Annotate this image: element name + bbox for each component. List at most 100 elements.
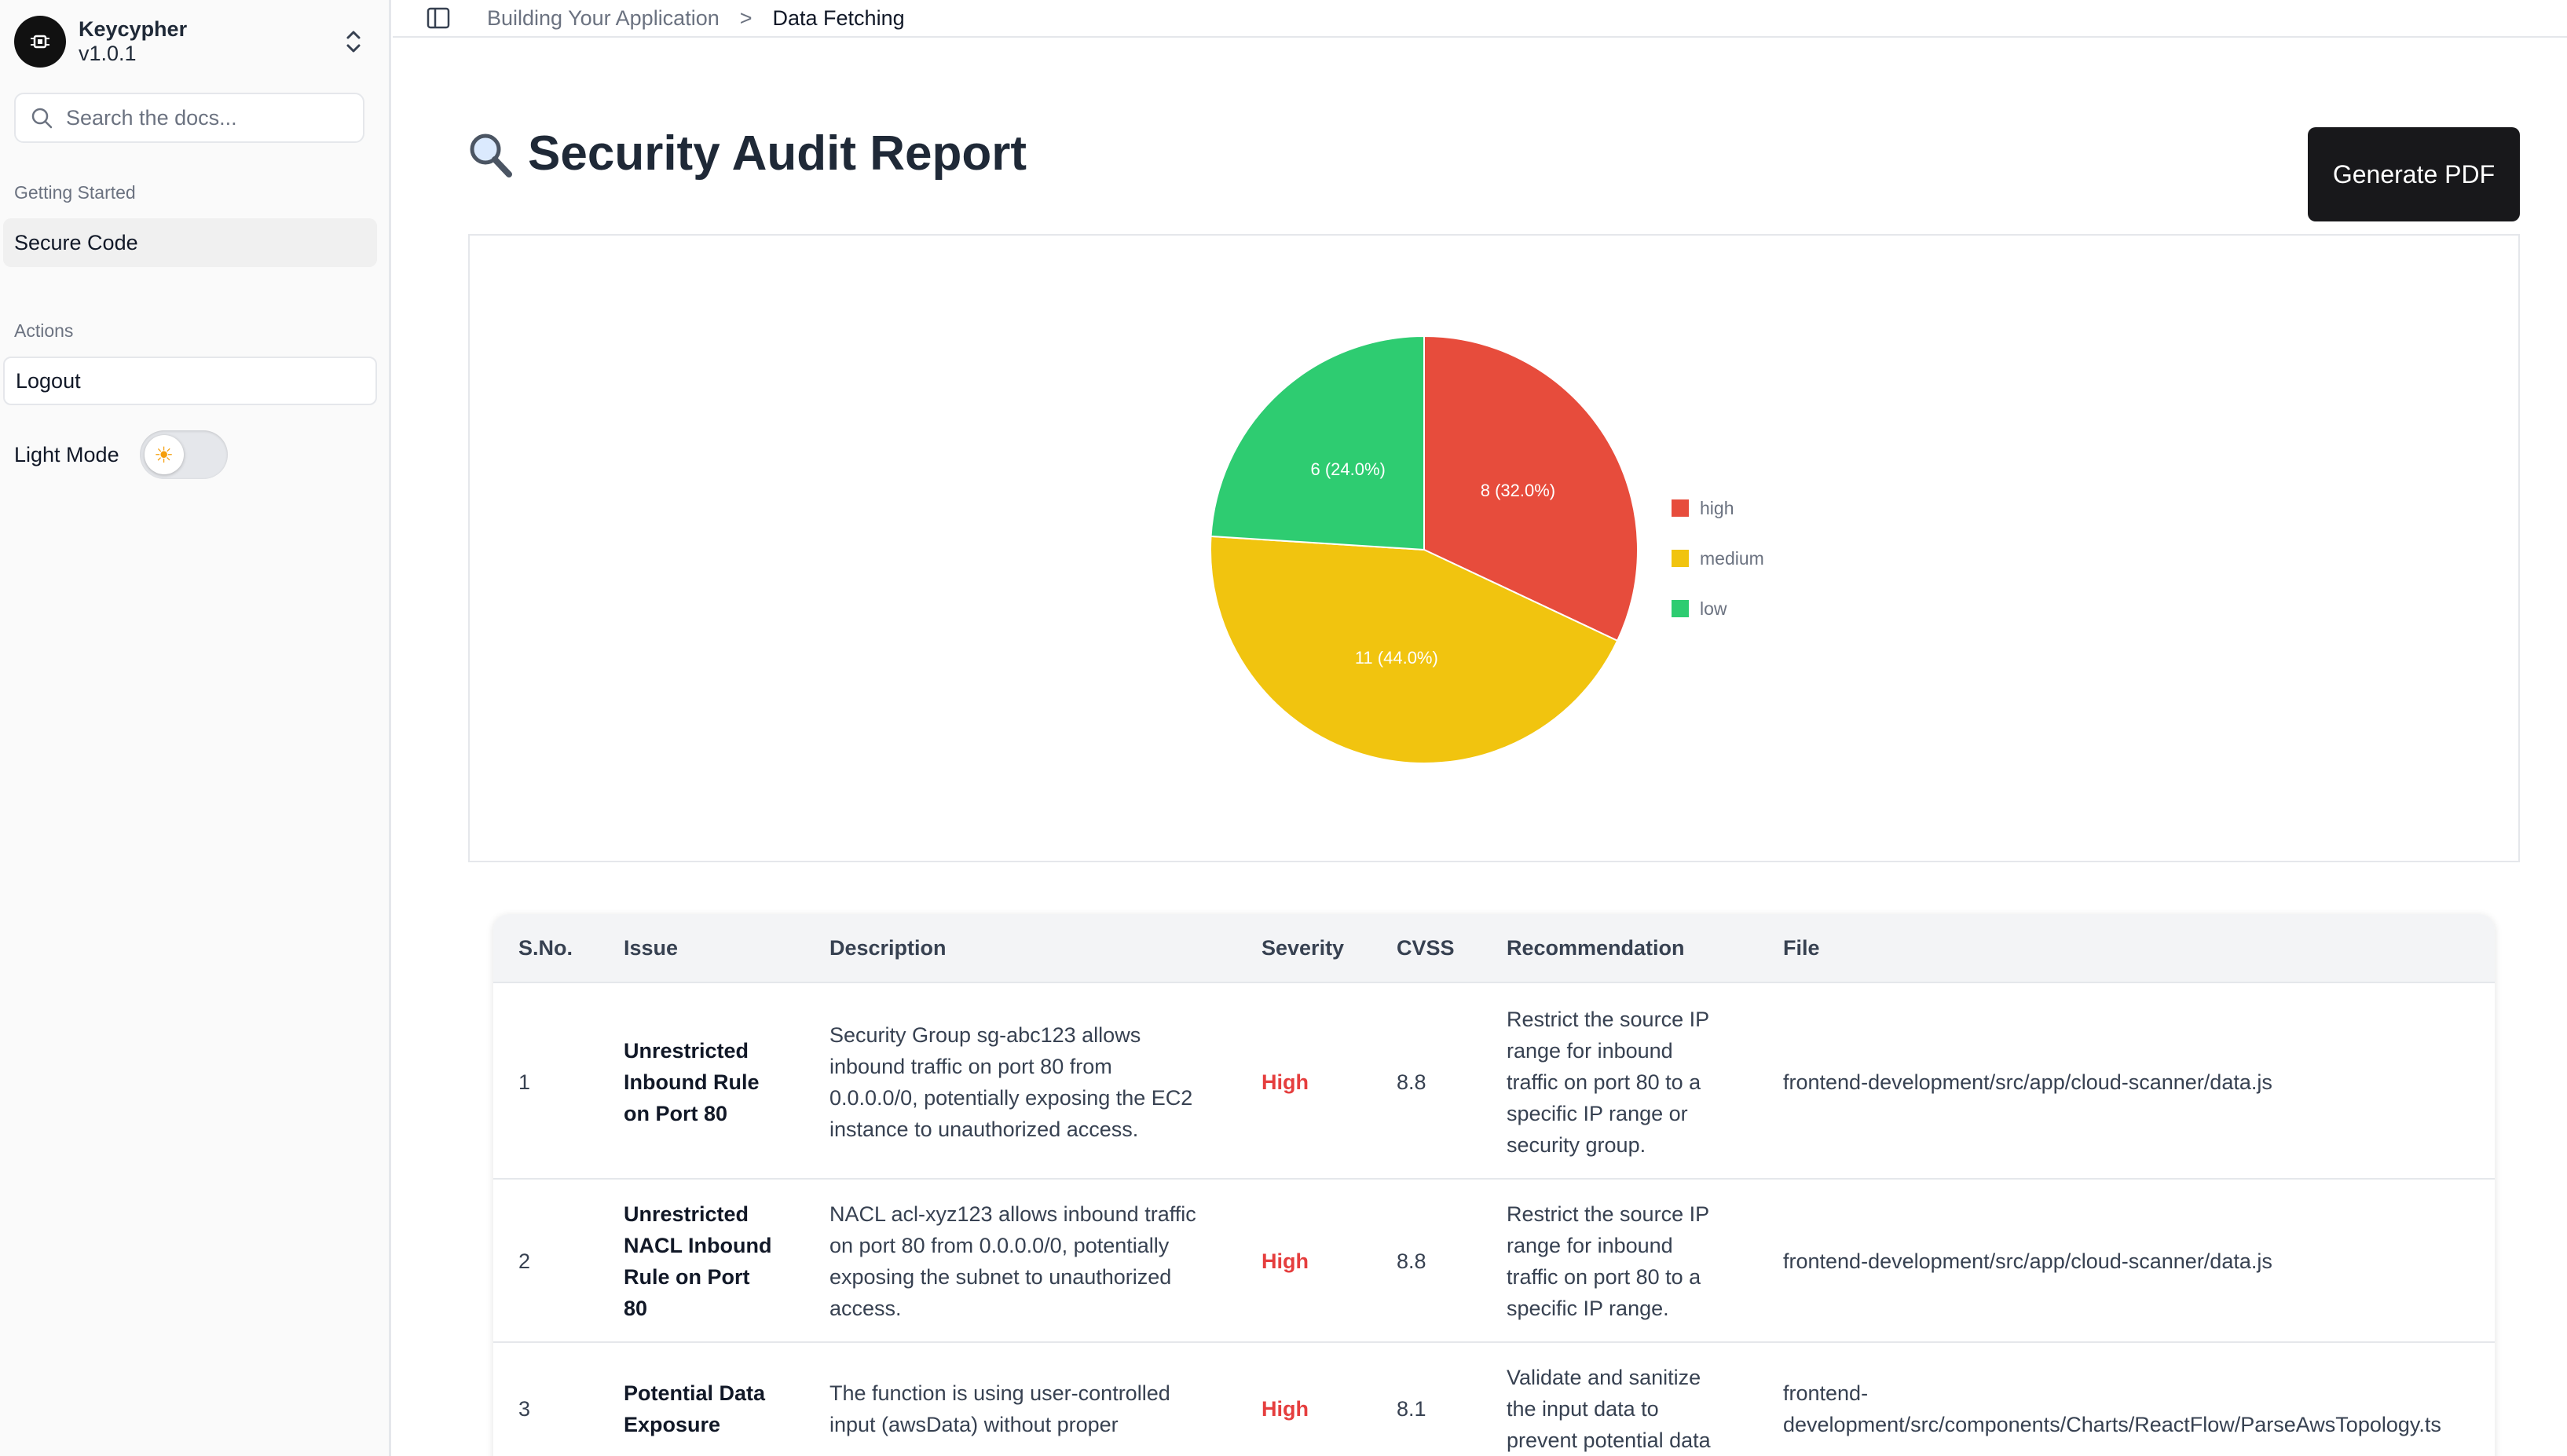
severity-pie-chart: 8 (32.0%) 11 (44.0%) 6 (24.0%) high medium lo… [1210, 335, 1764, 764]
cell-recommendation-line: security group. [1507, 1133, 1646, 1157]
table-row: 1 Unrestricted Inbound Rule on Port 80 Secur… [493, 985, 2495, 1180]
brand-logo-icon [14, 16, 66, 68]
pie-data-label-low: 6 (24.0%) [1310, 459, 1385, 479]
cell-issue: Potential Data Exposure [624, 1377, 765, 1440]
table-header: S.No. Issue Description Severity CVSS Re… [493, 914, 2495, 983]
breadcrumb-current: Data Fetching [772, 5, 905, 30]
cell-sno: 2 [518, 1246, 530, 1277]
cell-sno: 1 [518, 1066, 530, 1098]
column-header-issue: Issue [624, 936, 679, 960]
legend-swatch-low[interactable] [1672, 600, 1689, 617]
pie-data-label-medium: 11 (44.0%) [1355, 648, 1438, 668]
legend-swatch-high[interactable] [1672, 499, 1689, 517]
cell-sno-line: 1 [518, 1070, 531, 1094]
pie-slice-high[interactable] [1423, 335, 1639, 642]
table-row: 2 Unrestricted NACL Inbound Rule on Port 80 N… [493, 1180, 2495, 1343]
magnifier-icon [470, 134, 512, 177]
cell-recommendation-line: range for inbound [1507, 1234, 1673, 1257]
table-row: 3 Potential Data Exposure The function is u… [493, 1343, 2495, 1456]
cell-description-line: The function is using user-controlled [829, 1381, 1170, 1405]
column-header-cvss: CVSS [1397, 936, 1455, 960]
cell-recommendation-line: prevent potential data [1507, 1429, 1711, 1452]
chevron-up-down-icon[interactable] [341, 28, 366, 55]
cell-recommendation-line: Restrict the source IP [1507, 1008, 1710, 1031]
cell-recommendation-line: the input data to [1507, 1397, 1659, 1421]
brand-version: v1.0.1 [79, 42, 137, 65]
findings-table: S.No. Issue Description Severity CVSS Re… [493, 914, 2495, 1456]
page-title: Security Audit Report [528, 126, 1027, 181]
breadcrumb-parent[interactable]: Building Your Application [487, 5, 720, 30]
cell-description-line: input (awsData) without proper [829, 1413, 1119, 1436]
cell-cvss: 8.8 [1397, 1066, 1426, 1098]
cell-issue-line: NACL Inbound [624, 1234, 772, 1257]
cell-recommendation-line: Validate and sanitize [1507, 1366, 1701, 1389]
cell-issue: Unrestricted Inbound Rule on Port 80 [624, 1035, 759, 1129]
cell-issue-line: Rule on Port [624, 1265, 750, 1289]
cell-description-line: access. [829, 1297, 902, 1320]
legend-label-high[interactable]: high [1700, 498, 1734, 518]
cell-recommendation: Validate and sanitize the input data to pr… [1507, 1362, 1711, 1456]
sidebar: Keycypher v1.0.1 Getting Started Secure … [0, 0, 391, 1456]
cell-severity-line: High [1262, 1397, 1309, 1421]
legend-label-low[interactable]: low [1700, 598, 1727, 619]
cell-severity: High [1262, 1246, 1309, 1277]
cell-description-line: inbound traffic on port 80 from [829, 1055, 1112, 1078]
pie-slice-medium[interactable] [1210, 535, 1619, 764]
cell-recommendation-line: traffic on port 80 to a [1507, 1265, 1701, 1289]
cell-description: The function is using user-controlled inp… [829, 1377, 1170, 1440]
cell-issue-line: on Port 80 [624, 1102, 728, 1125]
cell-description-line: 0.0.0.0/0, potentially exposing the EC2 [829, 1086, 1193, 1110]
workspace-switcher[interactable]: Keycypher v1.0.1 [14, 14, 375, 69]
brand-name: Keycypher [79, 16, 188, 41]
cell-file: frontend-development/src/app/cloud-scann… [1783, 1246, 2272, 1277]
cell-sno: 3 [518, 1393, 530, 1425]
sidebar-item-secure-code[interactable]: Secure Code [3, 218, 377, 267]
cell-description: NACL acl-xyz123 allows inbound traffic on… [829, 1198, 1196, 1324]
group-label-getting-started: Getting Started [14, 182, 136, 203]
cell-severity-line: High [1262, 1249, 1309, 1273]
cell-description-line: exposing the subnet to unauthorized [829, 1265, 1172, 1289]
generate-pdf-button[interactable]: Generate PDF [2308, 127, 2520, 221]
cell-cvss-line: 8.1 [1397, 1397, 1426, 1421]
theme-toggle[interactable]: ☀ [139, 430, 228, 479]
cell-description-line: instance to unauthorized access. [829, 1118, 1139, 1141]
sidebar-toggle-icon[interactable] [426, 5, 451, 31]
cell-issue-line: Unrestricted [624, 1039, 749, 1063]
cell-issue: Unrestricted NACL Inbound Rule on Port 80 [624, 1198, 771, 1324]
cell-severity: High [1262, 1393, 1309, 1425]
cell-file: frontend-development/src/app/cloud-scann… [1783, 1066, 2272, 1098]
pie-slice-low[interactable] [1210, 335, 1425, 551]
cell-cvss: 8.8 [1397, 1246, 1426, 1277]
cell-file: frontend-development/src/components/Char… [1783, 1377, 2441, 1440]
cell-file-line: development/src/components/Charts/ReactF… [1783, 1413, 2441, 1436]
search-input[interactable] [66, 105, 357, 130]
cell-severity-line: High [1262, 1070, 1309, 1094]
cell-issue-line: 80 [624, 1297, 648, 1320]
cell-description-line: NACL acl-xyz123 allows inbound traffic [829, 1202, 1196, 1226]
column-header-description: Description [829, 936, 947, 960]
cell-sno-line: 2 [518, 1249, 531, 1273]
cell-recommendation-line: Restrict the source IP [1507, 1202, 1710, 1226]
cell-cvss-line: 8.8 [1397, 1070, 1426, 1094]
cell-file-line: frontend-development/src/app/cloud-scann… [1783, 1070, 2272, 1094]
legend-swatch-medium[interactable] [1672, 550, 1689, 567]
column-header-severity: Severity [1262, 936, 1345, 960]
cell-issue-line: Potential Data [624, 1381, 766, 1405]
cell-recommendation: Restrict the source IP range for inbound t… [1507, 1198, 1709, 1324]
topbar: Building Your Application > Data Fetchin… [393, 0, 2567, 38]
cell-description: Security Group sg-abc123 allows inbound t… [829, 1019, 1192, 1145]
column-header-sno: S.No. [518, 936, 573, 960]
cell-description-line: Security Group sg-abc123 allows [829, 1023, 1141, 1047]
sidebar-item-logout[interactable]: Logout [3, 357, 377, 405]
theme-switch-row: Light Mode ☀ [14, 430, 228, 479]
column-header-recommendation: Recommendation [1507, 936, 1685, 960]
search-box[interactable] [14, 93, 364, 143]
cell-issue-line: Exposure [624, 1413, 721, 1436]
cell-issue-line: Unrestricted [624, 1202, 749, 1226]
search-icon [31, 108, 53, 129]
column-header-file: File [1783, 936, 1820, 960]
cell-sno-line: 3 [518, 1397, 531, 1421]
cell-recommendation-line: range for inbound [1507, 1039, 1673, 1063]
cell-cvss-line: 8.8 [1397, 1249, 1426, 1273]
legend-label-medium[interactable]: medium [1700, 548, 1764, 569]
